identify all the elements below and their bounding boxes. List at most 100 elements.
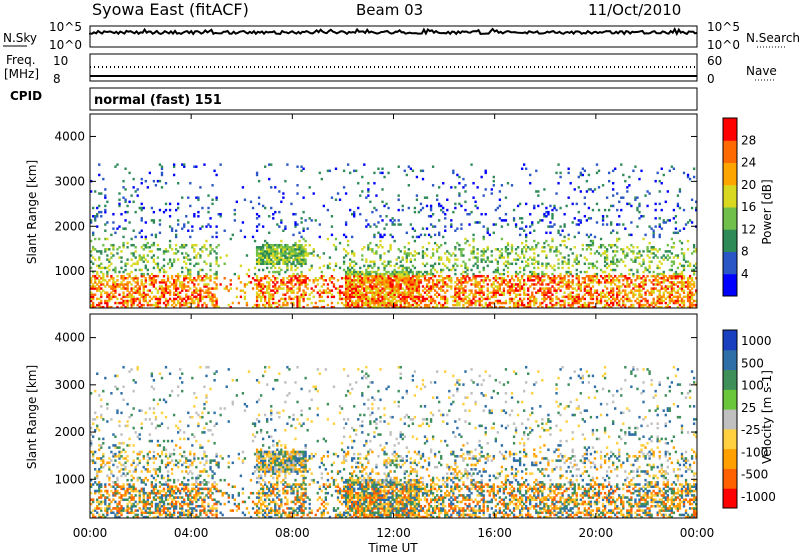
power-heatmap-cell (450, 285, 453, 288)
power-heatmap-cell (290, 279, 293, 282)
power-heatmap-cell (616, 277, 619, 280)
power-heatmap-cell (470, 283, 473, 286)
power-heatmap-cell (172, 260, 176, 263)
power-heatmap-cell (375, 281, 378, 284)
power-heatmap-cell (140, 258, 143, 261)
power-heatmap-cell (251, 206, 255, 210)
power-heatmap-cell (365, 274, 368, 278)
power-heatmap-cell (630, 204, 633, 208)
power-heatmap-cell (278, 252, 281, 255)
power-heatmap-cell (652, 274, 655, 278)
power-heatmap-cell (448, 258, 451, 261)
power-heatmap-cell (259, 295, 263, 299)
power-heatmap-cell (152, 221, 156, 224)
power-heatmap-cell (90, 254, 93, 257)
power-heatmap-cell (464, 200, 467, 204)
power-heatmap-cell (527, 297, 530, 301)
power-heatmap-cell (164, 297, 168, 301)
power-heatmap-cell (261, 285, 265, 288)
power-heatmap-cell (233, 208, 236, 212)
power-heatmap-cell (92, 262, 95, 266)
power-heatmap-cell (170, 274, 174, 278)
power-heatmap-cell (351, 281, 354, 284)
power-heatmap-cell (278, 272, 281, 276)
power-heatmap-cell (660, 167, 663, 170)
power-heatmap-cell (670, 260, 674, 263)
power-heatmap-cell (355, 301, 358, 305)
power-heatmap-cell (605, 295, 609, 299)
power-heatmap-cell (405, 293, 408, 297)
power-heatmap-cell (585, 274, 589, 278)
power-heatmap-cell (543, 215, 546, 218)
power-heatmap-cell (383, 285, 386, 288)
power-heatmap-cell (395, 295, 398, 299)
power-heatmap-cell (187, 281, 190, 284)
power-heatmap-cell (104, 194, 107, 197)
power-heatmap-cell (618, 287, 621, 290)
power-heatmap-cell (189, 270, 192, 274)
power-heatmap-cell (102, 266, 105, 270)
power-heatmap-cell (280, 256, 283, 259)
power-heatmap-cell (373, 293, 376, 297)
power-heatmap-cell (387, 279, 390, 282)
noise-tick-bottom-right: 10^0 (707, 38, 740, 52)
power-heatmap-cell (668, 299, 671, 303)
power-heatmap-cell (415, 291, 419, 294)
power-heatmap-cell (401, 274, 404, 278)
power-heatmap-cell (401, 270, 404, 274)
power-heatmap-cell (334, 264, 338, 268)
power-heatmap-cell (174, 252, 178, 255)
power-heatmap-cell (462, 274, 465, 278)
power-heatmap-cell (583, 270, 587, 274)
power-heatmap-cell (547, 277, 550, 280)
power-heatmap-cell (456, 279, 459, 282)
power-heatmap-cell (385, 279, 388, 282)
power-heatmap-cell (397, 223, 400, 226)
power-heatmap-cell (126, 283, 129, 286)
power-heatmap-cell (537, 281, 540, 284)
power-heatmap-cell (682, 281, 686, 284)
power-heatmap-cell (454, 272, 457, 276)
power-heatmap-cell (585, 179, 589, 183)
power-heatmap-cell (274, 243, 277, 247)
power-heatmap-cell (193, 165, 196, 168)
power-heatmap-cell (140, 274, 143, 278)
power-heatmap-cell (294, 250, 297, 253)
velocity-heatmap-cell (114, 385, 117, 389)
power-heatmap-cell (296, 192, 299, 195)
power-heatmap-cell (247, 281, 251, 284)
power-heatmap-cell (670, 289, 674, 292)
power-heatmap-cell (187, 254, 190, 257)
power-heatmap-cell (106, 258, 109, 261)
power-heatmap-cell (375, 274, 378, 278)
power-heatmap-cell (559, 299, 562, 303)
power-heatmap-cell (193, 285, 196, 288)
power-heatmap-cell (130, 301, 133, 305)
power-heatmap-cell (247, 274, 251, 278)
power-heatmap-cell (397, 283, 400, 286)
power-heatmap-cell (504, 250, 508, 253)
velocity-heatmap-cell (116, 374, 119, 378)
power-heatmap-cell (535, 299, 538, 303)
power-heatmap-cell (205, 239, 208, 243)
power-heatmap-cell (545, 239, 548, 243)
power-heatmap-cell (442, 262, 445, 266)
power-heatmap-cell (284, 299, 287, 303)
power-heatmap-cell (120, 274, 123, 278)
power-heatmap-cell (381, 299, 384, 303)
power-heatmap-cell (144, 266, 147, 270)
power-heatmap-cell (464, 279, 467, 282)
power-heatmap-cell (680, 287, 684, 290)
power-heatmap-cell (294, 295, 297, 299)
power-heatmap-cell (510, 287, 514, 290)
power-heatmap-cell (508, 297, 512, 301)
power-heatmap-cell (154, 295, 158, 299)
power-heatmap-cell (174, 281, 178, 284)
power-heatmap-cell (288, 248, 291, 251)
power-heatmap-cell (452, 295, 455, 299)
power-heatmap-cell (597, 293, 601, 297)
power-heatmap-cell (599, 254, 603, 257)
power-heatmap-cell (569, 305, 572, 309)
power-heatmap-cell (158, 179, 162, 183)
power-heatmap-cell (603, 295, 607, 299)
